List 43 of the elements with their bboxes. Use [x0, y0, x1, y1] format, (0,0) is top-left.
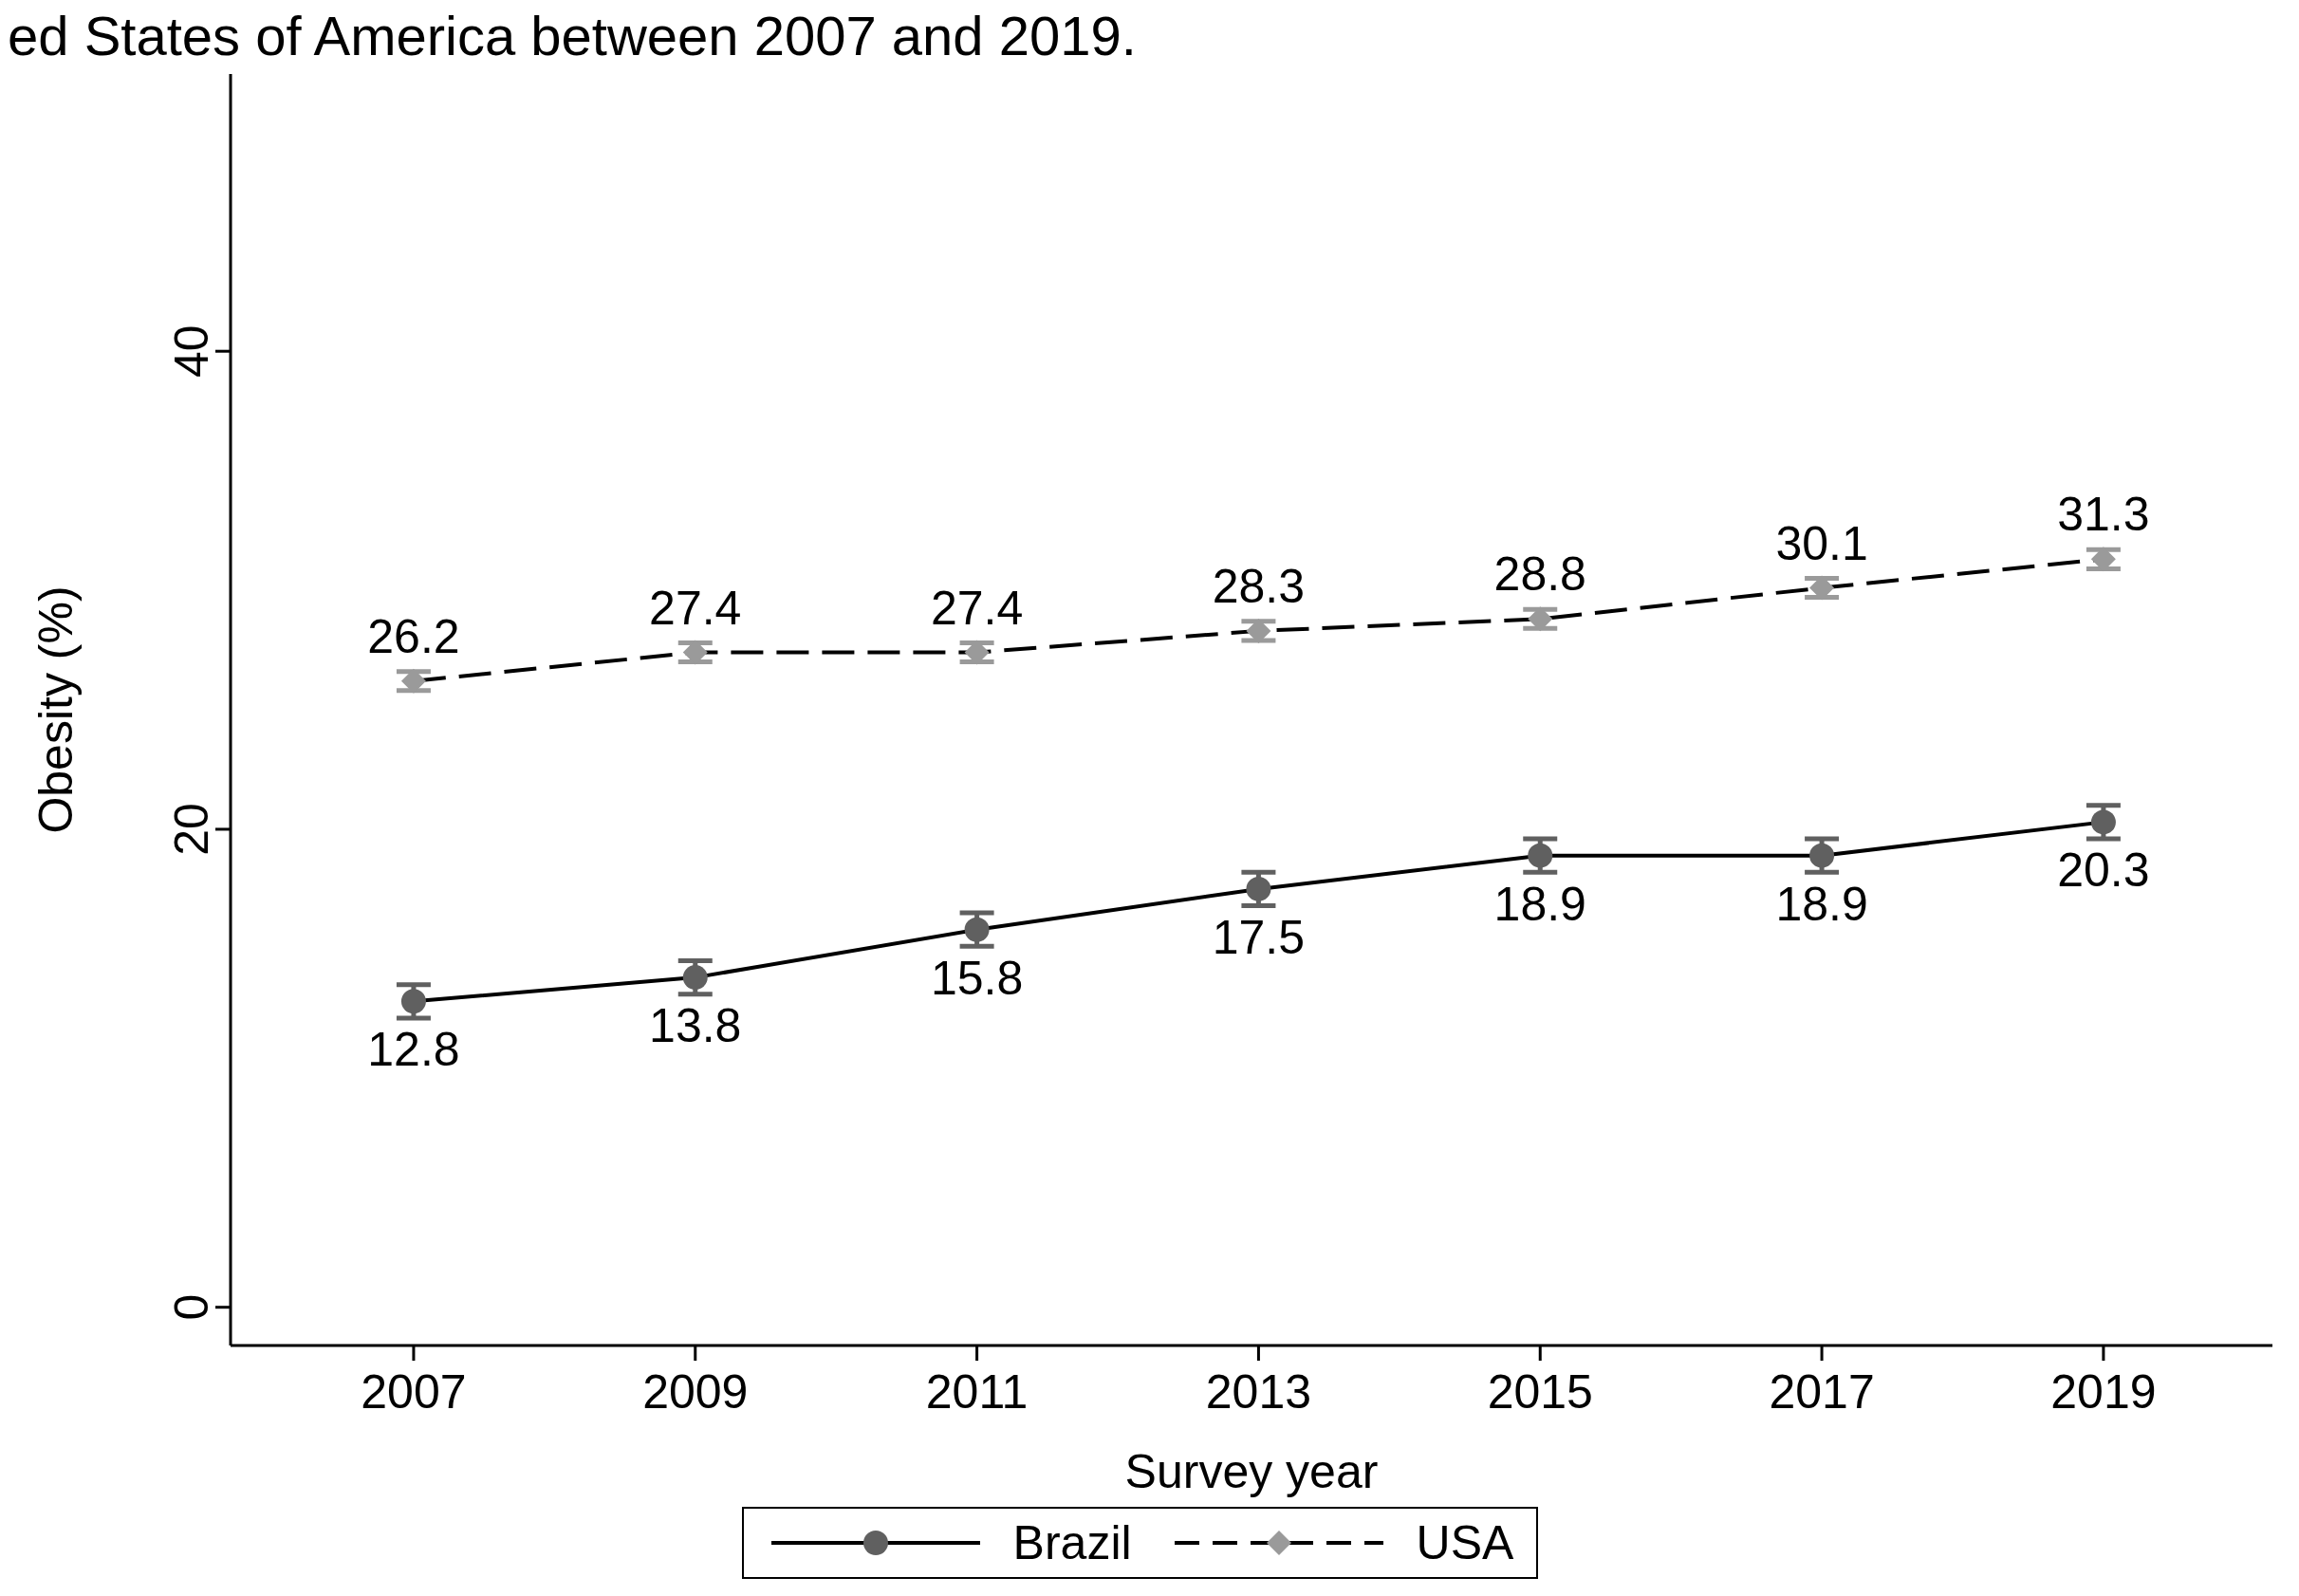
point	[2090, 547, 2116, 572]
data-label: 12.8	[367, 1023, 460, 1077]
data-label: 20.3	[2057, 844, 2150, 898]
y-tick-label: 20	[165, 803, 218, 856]
data-label: 15.8	[930, 951, 1024, 1005]
point	[682, 640, 708, 665]
point	[400, 668, 426, 694]
y-tick-label: 40	[165, 325, 218, 378]
point	[1528, 843, 1553, 868]
data-label: 18.9	[1493, 877, 1586, 931]
legend-label: Brazil	[1012, 1515, 1132, 1570]
point	[400, 989, 426, 1014]
x-tick-label: 2015	[1487, 1364, 1593, 1419]
y-tick-label: 0	[165, 1293, 218, 1321]
data-label: 28.3	[1212, 559, 1306, 613]
data-label: 18.9	[1775, 877, 1868, 931]
data-label: 26.2	[367, 609, 460, 663]
point	[1809, 575, 1835, 601]
x-tick-label: 2011	[925, 1364, 1029, 1419]
point	[1528, 606, 1553, 632]
x-tick-label: 2019	[2050, 1364, 2157, 1419]
data-label: 31.3	[2057, 488, 2150, 542]
x-tick-label: 2009	[642, 1364, 749, 1419]
point	[964, 640, 990, 665]
x-tick-label: 2013	[1205, 1364, 1312, 1419]
point	[2090, 809, 2116, 835]
x-axis-title: Survey year	[1124, 1445, 1379, 1498]
point	[682, 965, 708, 991]
data-label: 30.1	[1775, 516, 1868, 570]
data-label: 27.4	[649, 581, 742, 635]
data-label: 13.8	[649, 999, 742, 1053]
point	[1246, 618, 1271, 643]
y-axis-title: Obesity (%)	[28, 585, 83, 834]
x-tick-label: 2017	[1769, 1364, 1875, 1419]
point	[964, 917, 990, 942]
chart-title: ed States of America between 2007 and 2019.	[8, 5, 1138, 66]
point	[1246, 876, 1271, 901]
data-label: 17.5	[1212, 910, 1306, 964]
data-label: 27.4	[930, 581, 1024, 635]
point	[1809, 843, 1835, 868]
x-tick-label: 2007	[361, 1364, 467, 1419]
legend-label: USA	[1416, 1515, 1514, 1570]
data-label: 28.8	[1493, 547, 1586, 602]
